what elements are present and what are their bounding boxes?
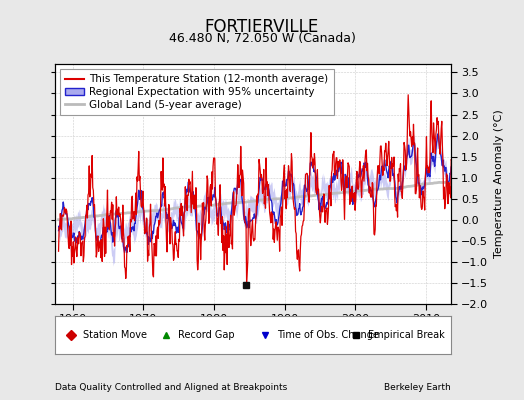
Text: Data Quality Controlled and Aligned at Breakpoints: Data Quality Controlled and Aligned at B… bbox=[55, 383, 287, 392]
Text: Station Move: Station Move bbox=[83, 330, 147, 340]
Text: Record Gap: Record Gap bbox=[178, 330, 234, 340]
Text: FORTIERVILLE: FORTIERVILLE bbox=[205, 18, 319, 36]
Y-axis label: Temperature Anomaly (°C): Temperature Anomaly (°C) bbox=[494, 110, 504, 258]
Text: Time of Obs. Change: Time of Obs. Change bbox=[277, 330, 378, 340]
Text: 46.480 N, 72.050 W (Canada): 46.480 N, 72.050 W (Canada) bbox=[169, 32, 355, 45]
Legend: This Temperature Station (12-month average), Regional Expectation with 95% uncer: This Temperature Station (12-month avera… bbox=[60, 69, 334, 115]
Text: Berkeley Earth: Berkeley Earth bbox=[384, 383, 451, 392]
Text: Empirical Break: Empirical Break bbox=[367, 330, 444, 340]
